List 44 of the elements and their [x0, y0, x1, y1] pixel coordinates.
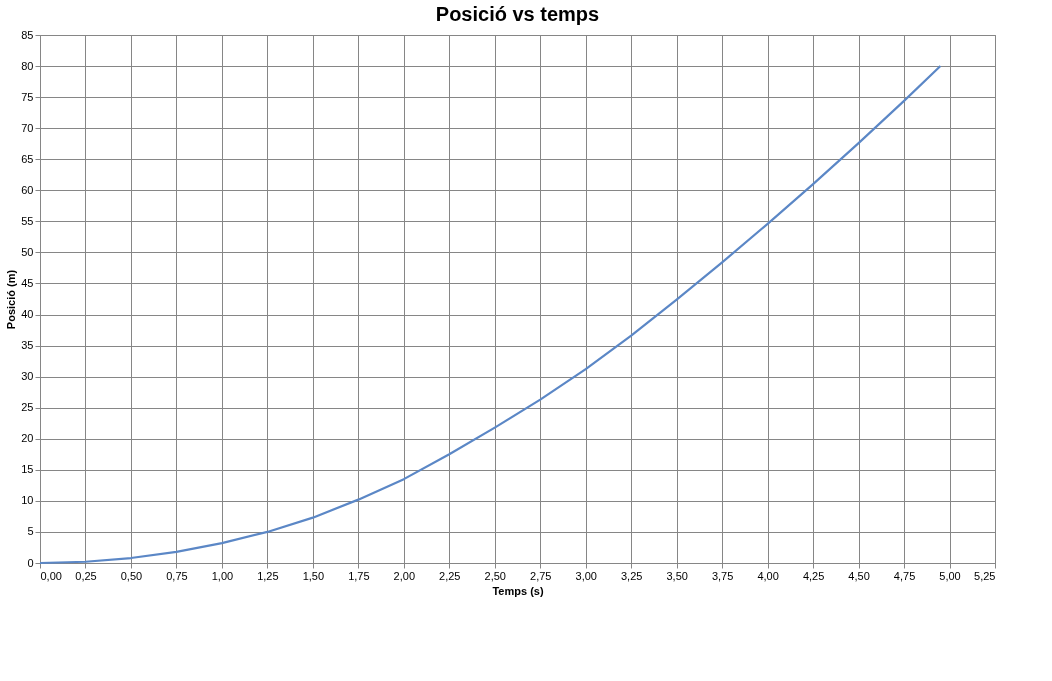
y-tick-label: 55: [21, 214, 34, 227]
x-tick-label: 0,50: [120, 569, 143, 582]
x-tick-label: 4,50: [848, 569, 870, 582]
x-tick-label: 1,00: [211, 569, 234, 582]
y-tick-label: 65: [21, 152, 34, 165]
x-tick-label: 0,75: [166, 569, 188, 582]
x-tick-label: 5,00: [939, 569, 961, 582]
x-tick-label: 2,00: [393, 569, 416, 582]
x-tick-label: 3,25: [620, 569, 643, 582]
y-tick-label: 70: [21, 121, 34, 134]
y-tick-label: 30: [21, 370, 34, 383]
x-tick-label: 4,25: [802, 569, 825, 582]
chart-title: Posició vs temps: [435, 3, 600, 25]
y-tick-label: 5: [27, 525, 34, 538]
y-tick-label: 80: [21, 59, 34, 72]
x-tick-label: 4,75: [893, 569, 916, 582]
x-tick-label: 2,75: [530, 569, 552, 582]
y-tick-label: 35: [21, 339, 34, 352]
x-tick-label: 1,25: [257, 569, 279, 582]
y-tick-label: 45: [21, 276, 34, 289]
x-tick-label: 3,50: [666, 569, 688, 582]
y-tick-label: 50: [21, 245, 34, 258]
y-tick-label: 75: [21, 90, 34, 103]
y-tick-label: 25: [21, 401, 34, 414]
x-tick-label: 5,25: [974, 569, 996, 582]
x-tick-label: 2,50: [484, 569, 506, 582]
y-tick-label: 15: [21, 463, 34, 476]
y-tick-label: 85: [21, 28, 34, 41]
x-tick-label: 3,75: [711, 569, 734, 582]
x-axis-title: Temps (s): [492, 584, 544, 597]
x-tick-label: 3,00: [575, 569, 597, 582]
y-tick-label: 60: [21, 183, 34, 196]
x-tick-label: 1,75: [348, 569, 370, 582]
x-tick-label: 2,25: [439, 569, 461, 582]
y-axis-title: Posició (m): [5, 269, 18, 330]
y-tick-label: 20: [21, 432, 34, 445]
line-series: [38, 64, 942, 565]
y-tick-label: 10: [21, 494, 34, 507]
x-tick-label: 0,25: [75, 569, 97, 582]
x-tick-label: 1,50: [302, 569, 325, 582]
x-tick-label: 4,00: [757, 569, 779, 582]
y-tick-label: 0: [27, 556, 34, 569]
y-tick-label: 40: [21, 308, 34, 321]
x-tick-label: 0,00: [40, 569, 62, 582]
